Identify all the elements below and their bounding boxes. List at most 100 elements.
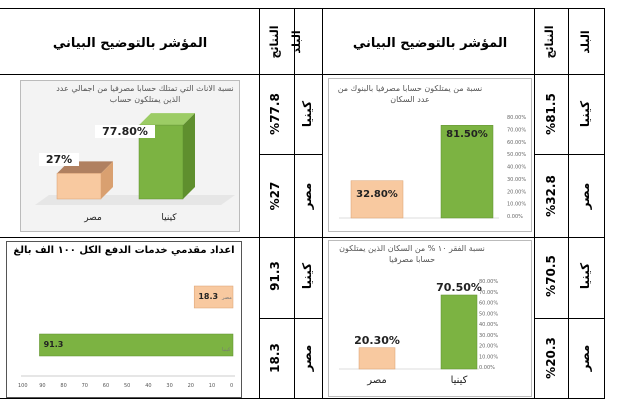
r2-left-country-2: مصر [300,344,314,372]
chart-title: نسبة من يمتلكون حسابا مصرفيا بالبنوك من … [337,84,483,104]
y-tick-label: 70.00% [507,127,526,133]
y-tick-label: 10.00% [479,354,498,360]
header-bottom-border [0,74,605,75]
y-tick-label: 80.00% [507,115,526,121]
r2-left-result-2: 18.3 [268,343,282,373]
x-tick-label: 20 [188,383,194,389]
r1-right-result-1: %81.5 [544,93,558,135]
row1-subdivider-right [534,154,605,155]
header-indicator-right: المؤشر بالتوضيح البياني [352,36,508,51]
row2-subdivider-right [534,318,605,319]
bar-egypt [358,347,396,370]
chart-poverty-accounts: نسبة الفقر ١٠ % من السكان الذين يمتلكون … [328,240,532,397]
bar-label-kenya: 91.3 [43,340,64,349]
y-tick-label: 70.00% [479,290,498,296]
chart-bank-accounts: نسبة من يمتلكون حسابا مصرفيا بالبنوك من … [328,78,532,232]
x-axis-ticks: 100 90 80 70 60 50 40 30 20 10 0 [18,383,233,389]
y-tick-label: 60.00% [507,140,526,146]
row2-bottom-border [0,398,605,399]
y-tick-label: 20.00% [507,189,526,195]
chart-plot: 80.00% 70.00% 60.00% 50.00% 40.00% 30.00% 20.0… [339,279,498,371]
y-tick-label: 10.00% [507,202,526,208]
col-divider-country-result-right [568,8,569,398]
r1-left-country-2: مصر [300,182,314,210]
category-label-egypt: مصر [367,375,387,386]
col-divider-result-chart-left [259,8,260,398]
r2-right-result-1: %70.5 [544,255,558,297]
r2-left-country-1: كينيا [300,262,314,290]
r1-left-result-1: %77.8 [268,93,282,135]
bar-label-kenya: 77.80% [95,125,155,138]
col-divider-center [322,8,323,398]
header-country-right: البلد [579,30,592,54]
bar-label-kenya: 81.50% [446,129,488,141]
bar-egypt [56,161,113,200]
chart-plot: 80.00% 70.00% 60.00% 50.00% 40.00% 30.00% 20.0… [339,115,526,220]
x-tick-label: 0 [230,383,233,389]
category-label-kenya: كينيا [161,213,177,223]
chart-plot [35,113,235,205]
chart-title: نسبة الفقر ١٠ % من السكان الذين يمتلكون … [339,244,485,264]
y-axis-ticks: 80.00% 70.00% 60.00% 50.00% 40.00% 30.00% 20.0… [479,279,498,371]
row1-bottom-border [0,237,605,238]
col-divider-country-result-left [294,8,295,398]
bar-label-egypt: 32.80% [356,188,398,200]
row1-subdivider-left [259,154,323,155]
x-tick-label: 60 [103,383,109,389]
row2-subdivider-left [259,318,323,319]
bar-kenya [39,333,234,357]
chart-plot: 100 90 80 70 60 50 40 30 20 10 0 [18,285,235,389]
r2-left-result-1: 91.3 [268,261,282,291]
category-label-kenya: كينيا [450,375,468,386]
y-tick-label: 0.00% [507,214,523,220]
header-result-right: النتائج [543,25,556,59]
y-tick-label: 80.00% [479,279,498,285]
x-tick-label: 80 [60,383,66,389]
r1-left-country-1: كينيا [300,100,314,128]
y-tick-label: 30.00% [479,333,498,339]
table-top-border [0,8,605,9]
bar-kenya [440,125,494,219]
category-label-egypt: مصر [84,213,102,223]
bar-label-egypt: 18.3 [198,292,219,301]
header-indicator-left: المؤشر بالتوضيح البياني [52,36,208,51]
x-tick-label: 100 [18,383,28,389]
bar-egypt [350,180,404,219]
y-tick-label: 50.00% [507,152,526,158]
bar-label-egypt: 20.30% [354,333,400,347]
chart-title: نسبة الاناث التي تمتلك حسابا مصرفيا من ا… [56,84,234,104]
r1-left-result-2: %27 [268,181,282,211]
x-tick-label: 30 [166,383,172,389]
y-tick-label: 20.00% [479,344,498,350]
y-tick-label: 40.00% [479,322,498,328]
y-tick-label: 60.00% [479,301,498,307]
chart-female-accounts: نسبة الاناث التي تمتلك حسابا مصرفيا من ا… [20,80,240,232]
y-tick-label: 0.00% [479,365,495,371]
r1-right-result-2: %32.8 [544,175,558,217]
bar-kenya [138,113,195,200]
r1-right-country-1: كينيا [578,100,592,128]
category-label-egypt: مصر [222,295,232,301]
r2-right-result-2: %20.3 [544,337,558,379]
bar-egypt [193,285,234,309]
x-tick-label: 40 [145,383,151,389]
y-axis-ticks: 80.00% 70.00% 60.00% 50.00% 40.00% 30.00% 20.0… [507,115,526,220]
y-tick-label: 40.00% [507,165,526,171]
y-tick-label: 30.00% [507,177,526,183]
chart-title: اعداد مقدمي خدمات الدفع الكل ١٠٠ الف بال… [13,245,235,256]
x-tick-label: 70 [82,383,88,389]
r2-right-country-1: كينيا [578,262,592,290]
x-tick-label: 50 [124,383,130,389]
header-country-left: البلد [290,30,303,54]
bar-label-kenya: 70.50% [436,280,482,294]
right-outer-border [604,8,605,398]
header-result-left: النتائج [268,25,281,59]
y-tick-label: 50.00% [479,311,498,317]
x-tick-label: 90 [39,383,45,389]
bar-label-egypt: 27% [39,153,79,166]
r1-right-country-2: مصر [578,182,592,210]
x-tick-label: 10 [209,383,215,389]
category-label-kenya: كينيا [222,347,231,353]
r2-right-country-2: مصر [578,344,592,372]
bar-kenya [440,294,478,370]
